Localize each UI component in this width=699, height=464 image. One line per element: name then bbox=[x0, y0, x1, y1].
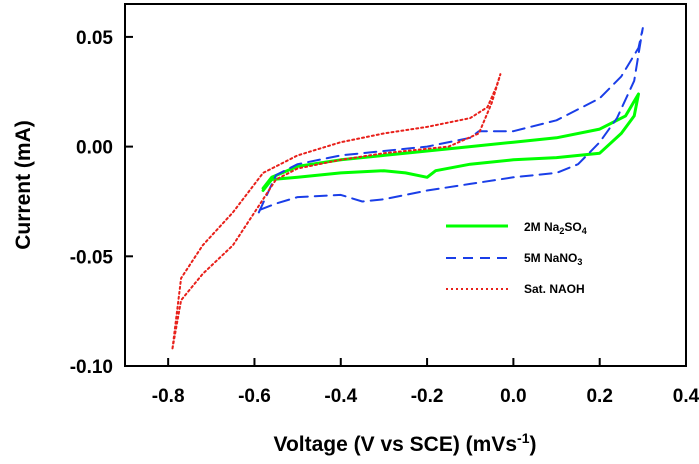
x-axis-title: Voltage (V vs SCE) (mVs-1) bbox=[274, 430, 537, 456]
x-tick-label: -0.6 bbox=[238, 386, 271, 407]
x-tick-label: 0.0 bbox=[500, 386, 526, 407]
legend-label-na2so4: 2M Na2SO4 bbox=[524, 220, 587, 236]
series-line-naoh bbox=[171, 73, 502, 350]
axis-ticks: -0.8 -0.6 -0.4 -0.2 0.0 0.2 0.4 0.05 0.00 -0.05 -0… bbox=[70, 28, 699, 407]
x-axis-title-main: Voltage (V vs SCE) (mVs bbox=[274, 433, 518, 456]
y-tick-label: 0.05 bbox=[76, 28, 113, 49]
x-tick-label: 0.2 bbox=[586, 386, 612, 407]
x-tick-label: -0.2 bbox=[411, 386, 444, 407]
legend-label-nano3: 5M NaNO3 bbox=[524, 251, 582, 267]
x-tick-label: -0.4 bbox=[324, 386, 357, 407]
legend-label-naoh: Sat. NAOH bbox=[524, 282, 585, 296]
plot-frame bbox=[124, 3, 687, 367]
y-tick-label: -0.10 bbox=[70, 357, 113, 378]
y-tick-label: 0.00 bbox=[76, 138, 113, 159]
data-series-layer bbox=[171, 27, 644, 350]
y-axis-title: Current (mA) bbox=[12, 120, 35, 250]
series-line-na2so4 bbox=[261, 92, 640, 192]
x-tick-label: 0.4 bbox=[673, 386, 699, 407]
x-tick-label: -0.8 bbox=[152, 386, 185, 407]
legend: 2M Na2SO4 5M NaNO3 Sat. NAOH bbox=[446, 220, 587, 296]
x-axis-title-superscript: -1 bbox=[517, 430, 530, 446]
x-axis-title-end: ) bbox=[529, 433, 536, 456]
y-tick-label: -0.05 bbox=[70, 247, 114, 268]
series-line-nano3 bbox=[257, 27, 644, 214]
